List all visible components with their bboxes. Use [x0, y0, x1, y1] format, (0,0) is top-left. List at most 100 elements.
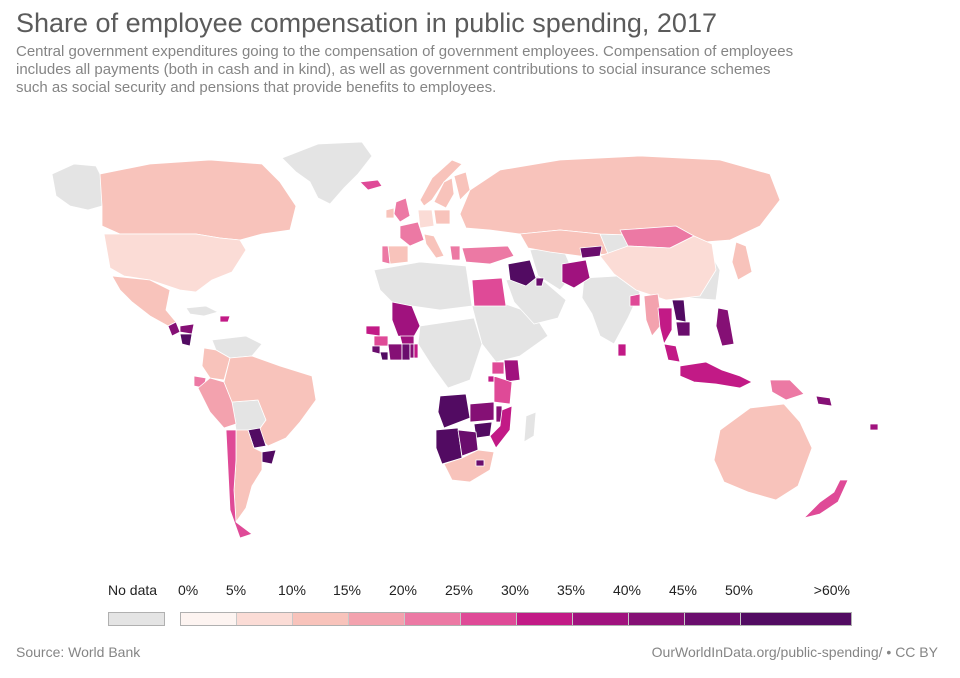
region-angola[interactable] — [437, 393, 471, 429]
region-italy[interactable] — [423, 233, 445, 259]
region-thailand[interactable] — [657, 307, 673, 345]
region-north-africa[interactable] — [373, 261, 473, 311]
region-madagascar[interactable] — [523, 411, 537, 443]
region-alaska[interactable] — [51, 163, 103, 211]
legend-bin-6[interactable] — [517, 613, 573, 625]
region-germany[interactable] — [417, 209, 435, 229]
region-malaysia[interactable] — [663, 343, 681, 363]
region-egypt[interactable] — [471, 277, 507, 307]
region-honduras[interactable] — [179, 323, 195, 335]
legend-bin-7[interactable] — [573, 613, 629, 625]
region-cuba[interactable] — [185, 305, 219, 317]
region-united-states[interactable] — [103, 233, 247, 293]
region-indonesia[interactable] — [679, 361, 753, 389]
legend-tick-label: 15% — [332, 582, 362, 598]
legend-tick-label: 10% — [277, 582, 307, 598]
region-chile[interactable] — [225, 429, 253, 539]
legend-tick-label: 40% — [612, 582, 642, 598]
region-senegal[interactable] — [365, 325, 381, 337]
region-greenland[interactable] — [281, 141, 373, 205]
region-liberia[interactable] — [379, 351, 389, 361]
region-kenya[interactable] — [503, 359, 521, 383]
region-canada[interactable] — [99, 159, 297, 241]
region-uganda[interactable] — [491, 361, 505, 375]
region-new-zealand[interactable] — [803, 479, 849, 519]
region-guinea[interactable] — [373, 335, 389, 347]
chart-title: Share of employee compensation in public… — [16, 8, 717, 38]
region-papua-new-guinea[interactable] — [769, 379, 805, 401]
region-norway[interactable] — [419, 159, 463, 207]
region-bangladesh[interactable] — [629, 293, 641, 307]
legend-bin-3[interactable] — [349, 613, 405, 625]
region-cote-divoire[interactable] — [387, 343, 403, 361]
region-turkey[interactable] — [461, 245, 515, 265]
region-solomon-islands[interactable] — [815, 395, 833, 407]
region-colombia[interactable] — [201, 347, 231, 381]
region-afghanistan[interactable] — [561, 259, 591, 289]
legend-tick-label: 30% — [500, 582, 530, 598]
region-cambodia[interactable] — [675, 321, 691, 337]
region-sri-lanka[interactable] — [617, 343, 627, 357]
region-laos[interactable] — [671, 299, 687, 323]
region-iceland[interactable] — [359, 179, 383, 191]
legend-no-data-swatch[interactable] — [108, 612, 165, 626]
legend-tick-label: 0% — [177, 582, 199, 598]
region-namibia[interactable] — [435, 427, 463, 465]
region-myanmar[interactable] — [643, 293, 663, 337]
region-spain[interactable] — [387, 245, 409, 265]
region-mali[interactable] — [391, 301, 421, 341]
region-fiji[interactable] — [869, 423, 879, 431]
color-legend: No data 0% 5% 10% 15% 20% 25% 30% 35% 40% 45% 50% >… — [0, 580, 960, 630]
legend-tick-label: >60% — [813, 582, 850, 598]
region-japan[interactable] — [731, 241, 753, 281]
region-uruguay[interactable] — [261, 449, 277, 465]
region-togo[interactable] — [409, 343, 415, 359]
region-china[interactable] — [599, 235, 717, 301]
region-sierra-leone[interactable] — [371, 345, 381, 355]
legend-tick-label: 50% — [724, 582, 754, 598]
legend-no-data-label: No data — [108, 582, 158, 598]
legend-bin-4[interactable] — [405, 613, 461, 625]
region-ireland[interactable] — [385, 207, 395, 219]
legend-bin-8[interactable] — [629, 613, 685, 625]
legend-color-bins — [180, 612, 852, 626]
region-united-kingdom[interactable] — [393, 197, 411, 223]
credit-link[interactable]: OurWorldInData.org/public-spending/ • CC… — [651, 644, 938, 660]
region-tanzania[interactable] — [493, 375, 513, 405]
region-france[interactable] — [399, 221, 425, 247]
region-poland[interactable] — [433, 209, 451, 225]
region-iraq[interactable] — [507, 259, 537, 287]
legend-tick-label: 45% — [668, 582, 698, 598]
legend-bin-2[interactable] — [293, 613, 349, 625]
region-australia[interactable] — [713, 403, 813, 501]
region-lesotho[interactable] — [475, 459, 485, 467]
region-peru[interactable] — [197, 377, 237, 429]
legend-tick-label: 25% — [444, 582, 474, 598]
region-rwanda[interactable] — [487, 375, 495, 383]
region-greece[interactable] — [449, 245, 461, 261]
chart-subtitle: Central government expenditures going to… — [16, 43, 794, 96]
region-burkina-faso[interactable] — [399, 335, 415, 345]
region-south-africa[interactable] — [443, 449, 495, 483]
region-russia[interactable] — [459, 155, 781, 243]
legend-bin-0[interactable] — [181, 613, 237, 625]
legend-bin-9[interactable] — [685, 613, 741, 625]
legend-tick-label: 20% — [388, 582, 418, 598]
region-kuwait[interactable] — [535, 277, 545, 287]
region-benin[interactable] — [413, 343, 419, 359]
region-kyrgyzstan[interactable] — [579, 245, 603, 259]
region-dominican-republic[interactable] — [219, 315, 231, 323]
region-philippines[interactable] — [715, 307, 735, 347]
region-zambia[interactable] — [469, 401, 495, 423]
legend-tick-label: 35% — [556, 582, 586, 598]
region-ghana[interactable] — [401, 343, 411, 361]
region-portugal[interactable] — [381, 245, 391, 265]
region-central-africa[interactable] — [417, 317, 483, 389]
legend-bin-10[interactable] — [741, 613, 851, 625]
region-brazil[interactable] — [223, 355, 317, 447]
legend-bin-5[interactable] — [461, 613, 517, 625]
region-nicaragua[interactable] — [179, 333, 193, 347]
region-mozambique[interactable] — [489, 405, 513, 449]
region-sweden[interactable] — [433, 177, 455, 209]
legend-bin-1[interactable] — [237, 613, 293, 625]
